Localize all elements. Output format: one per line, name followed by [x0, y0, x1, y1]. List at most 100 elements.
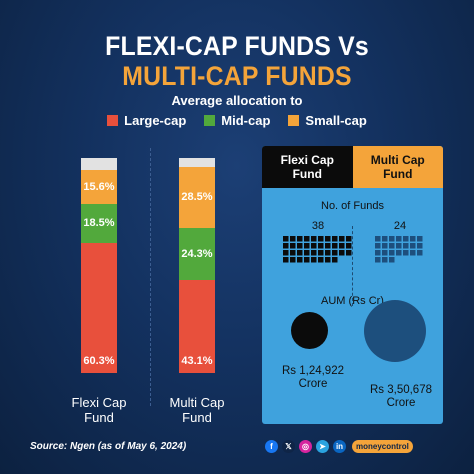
fund-square: [389, 250, 395, 256]
fund-square: [325, 243, 331, 249]
aum-label: AUM (Rs Cr): [321, 295, 384, 307]
fund-square: [410, 243, 416, 249]
multi-fund-count: 24: [393, 220, 407, 232]
fund-square: [382, 243, 388, 249]
bar-multi-cap: 28.5% 24.3% 43.1%: [179, 158, 215, 373]
fund-square: [290, 243, 296, 249]
fund-square: [382, 250, 388, 256]
fund-square: [318, 250, 324, 256]
chart-legend: Large-cap Mid-cap Small-cap: [0, 113, 474, 128]
fund-square: [325, 236, 331, 242]
linkedin-icon[interactable]: in: [333, 440, 346, 453]
multi-aum-value: Rs 3,50,678 Crore: [356, 384, 443, 410]
bar-value-label: 43.1%: [181, 354, 213, 367]
fund-square: [375, 236, 381, 242]
legend-swatch-small-cap: [288, 115, 300, 126]
fund-square: [382, 257, 388, 263]
panel-header-multi: Multi Cap Fund: [352, 146, 443, 188]
fund-square: [304, 250, 310, 256]
fund-square: [346, 236, 352, 242]
bar-name-flexi-line2: Fund: [84, 410, 114, 425]
panel-header-flexi: Flexi Cap Fund: [262, 146, 353, 188]
fund-square: [396, 250, 402, 256]
telegram-icon[interactable]: ➤: [316, 440, 329, 453]
fund-square: [417, 243, 423, 249]
flexi-fund-count-grid: [283, 236, 352, 263]
fund-square: [403, 250, 409, 256]
flexi-aum-line2: Crore: [298, 378, 328, 390]
legend-swatch-large-cap: [107, 115, 119, 126]
fund-square: [332, 243, 338, 249]
fund-square: [396, 243, 402, 249]
bar-segment-mid-cap: 18.5%: [81, 203, 117, 244]
fund-square: [290, 257, 296, 263]
fund-square: [375, 257, 381, 263]
fund-square: [290, 250, 296, 256]
fund-square: [339, 243, 345, 249]
fund-square: [297, 243, 303, 249]
fund-square: [311, 243, 317, 249]
fund-square: [311, 250, 317, 256]
fund-square: [375, 243, 381, 249]
fund-square: [283, 236, 289, 242]
title-line-1: FLEXI-CAP FUNDS Vs: [105, 31, 369, 61]
fund-square: [410, 236, 416, 242]
fund-square: [332, 250, 338, 256]
fund-square: [389, 243, 395, 249]
panel-header: Flexi Cap Fund Multi Cap Fund: [262, 146, 443, 188]
fund-square: [297, 236, 303, 242]
flexi-aum-line1: Rs 1,24,922: [281, 365, 344, 377]
bar-name-multi-line1: Multi Cap: [169, 395, 225, 410]
fund-square: [375, 250, 381, 256]
fund-square: [325, 250, 331, 256]
fund-square: [318, 236, 324, 242]
legend-label-mid-cap: Mid-cap: [221, 113, 271, 128]
facebook-icon[interactable]: f: [265, 440, 278, 453]
moneycontrol-logo[interactable]: moneycontrol: [352, 440, 413, 453]
legend-label-small-cap: Small-cap: [305, 113, 367, 128]
fund-square: [346, 243, 352, 249]
multi-aum-line1: Rs 3,50,678: [369, 384, 432, 396]
bar-remainder: [81, 158, 117, 171]
fund-square: [283, 250, 289, 256]
fund-square: [382, 236, 388, 242]
bar-segment-large-cap: 43.1%: [179, 280, 215, 373]
fund-square: [417, 250, 423, 256]
fund-square: [304, 257, 310, 263]
bar-segment-large-cap: 60.3%: [81, 243, 117, 373]
comparison-panel: Flexi Cap Fund Multi Cap Fund No. of Fun…: [262, 146, 443, 424]
panel-divider: [352, 226, 353, 306]
fund-square: [346, 250, 352, 256]
fund-square: [283, 257, 289, 263]
fund-square: [389, 257, 395, 263]
fund-square: [304, 243, 310, 249]
fund-square: [339, 250, 345, 256]
bar-name-flexi-line1: Flexi Cap: [71, 395, 127, 410]
fund-square: [311, 257, 317, 263]
source-note: Source: Ngen (as of May 6, 2024): [30, 441, 187, 452]
bar-segment-small-cap: 28.5%: [179, 166, 215, 229]
bar-remainder: [179, 158, 215, 167]
legend-label-large-cap: Large-cap: [124, 113, 187, 128]
legend-item-large-cap: Large-cap: [107, 113, 186, 128]
panel-header-multi-line1: Multi Cap: [370, 153, 425, 167]
fund-square: [318, 257, 324, 263]
bar-segment-mid-cap: 24.3%: [179, 228, 215, 281]
fund-square: [403, 243, 409, 249]
instagram-icon[interactable]: ◎: [299, 440, 312, 453]
fund-square: [332, 236, 338, 242]
flexi-aum-circle: [291, 312, 329, 350]
fund-square: [318, 243, 324, 249]
bar-value-label: 24.3%: [181, 248, 213, 261]
fund-square: [339, 236, 345, 242]
fund-square: [403, 236, 409, 242]
x-icon[interactable]: 𝕏: [282, 440, 295, 453]
panel-header-multi-line2: Fund: [383, 167, 413, 181]
fund-square: [417, 236, 423, 242]
fund-square: [311, 236, 317, 242]
panel-header-flexi-line1: Flexi Cap: [280, 153, 334, 167]
multi-aum-circle: [364, 300, 426, 362]
bar-name-multi-line2: Fund: [182, 410, 212, 425]
fund-square: [332, 257, 338, 263]
flexi-aum-value: Rs 1,24,922 Crore: [268, 365, 358, 391]
